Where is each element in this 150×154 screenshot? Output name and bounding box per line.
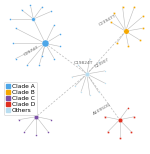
Point — [118, 118, 121, 121]
Point — [14, 27, 17, 29]
Point — [121, 6, 124, 8]
Point — [17, 118, 20, 121]
Point — [127, 106, 130, 109]
Point — [103, 82, 106, 84]
Text: C23947T: C23947T — [98, 14, 117, 27]
Point — [89, 94, 91, 97]
Point — [115, 42, 118, 45]
Point — [20, 106, 23, 109]
Point — [74, 85, 76, 87]
Point — [112, 12, 115, 14]
Point — [89, 57, 91, 60]
Point — [86, 73, 88, 75]
Point — [80, 91, 82, 93]
Point — [110, 21, 112, 23]
Point — [71, 76, 73, 78]
Point — [118, 137, 121, 139]
Point — [23, 131, 26, 133]
Point — [124, 30, 127, 32]
Point — [11, 42, 14, 45]
Point — [98, 91, 100, 93]
Point — [142, 27, 145, 29]
Point — [103, 116, 106, 118]
Text: C19824T: C19824T — [74, 61, 94, 65]
Point — [133, 116, 136, 118]
Legend: Clade A, Clade B, Clade C, Clade D, Others: Clade A, Clade B, Clade C, Clade D, Othe… — [4, 82, 37, 115]
Point — [29, 4, 32, 6]
Point — [59, 33, 61, 36]
Point — [44, 42, 46, 45]
Point — [8, 18, 11, 20]
Point — [142, 15, 145, 17]
Point — [127, 45, 130, 48]
Point — [133, 6, 136, 8]
Point — [20, 9, 23, 11]
Point — [23, 103, 26, 106]
Point — [47, 131, 50, 133]
Point — [50, 118, 52, 121]
Point — [41, 6, 43, 8]
Point — [130, 131, 133, 133]
Text: A10950G: A10950G — [92, 102, 111, 116]
Text: C29747: C29747 — [24, 45, 40, 57]
Point — [53, 57, 55, 60]
Point — [32, 18, 35, 20]
Point — [77, 64, 79, 66]
Point — [35, 116, 38, 118]
Point — [35, 134, 38, 136]
Point — [106, 131, 109, 133]
Point — [139, 39, 142, 42]
Point — [103, 70, 106, 72]
Point — [50, 10, 52, 13]
Point — [38, 64, 40, 66]
Text: C23907: C23907 — [94, 58, 110, 69]
Point — [41, 54, 43, 57]
Point — [53, 24, 55, 26]
Point — [59, 45, 61, 48]
Point — [26, 64, 29, 66]
Point — [14, 57, 17, 60]
Point — [98, 61, 100, 63]
